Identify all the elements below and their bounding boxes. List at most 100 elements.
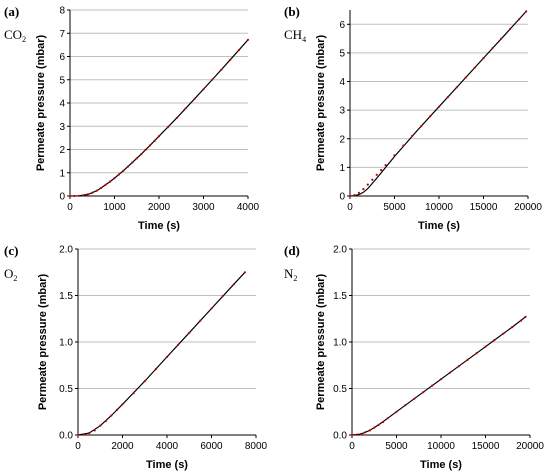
data-point — [448, 371, 451, 374]
data-point — [457, 365, 460, 368]
x-tick-label: 0 — [67, 202, 73, 213]
y-tick-label: 2 — [339, 134, 345, 145]
data-point — [413, 397, 416, 400]
data-point — [484, 345, 487, 348]
x-tick-label: 20000 — [514, 202, 542, 213]
x-tick-label: 5000 — [385, 441, 408, 452]
y-tick-label: 0.0 — [333, 431, 347, 442]
data-point — [153, 139, 156, 142]
data-point — [355, 433, 358, 436]
data-point — [437, 105, 441, 108]
gas-subscript: 2 — [22, 35, 26, 44]
data-point — [348, 194, 352, 198]
y-tick-label: 1 — [339, 163, 345, 174]
data-point — [77, 194, 80, 197]
data-point — [511, 326, 514, 329]
data-point — [86, 193, 89, 196]
data-point — [393, 154, 396, 157]
x-tick-label: 0 — [349, 441, 355, 452]
fit-line — [351, 316, 526, 436]
data-point — [243, 271, 246, 274]
x-tick-label: 15000 — [470, 202, 498, 213]
y-tick-label: 0.5 — [59, 384, 73, 395]
data-point — [104, 183, 107, 186]
data-point — [368, 429, 371, 432]
data-point — [373, 426, 376, 429]
data-point — [110, 414, 113, 417]
data-point — [359, 433, 362, 436]
gas-label: O2 — [4, 266, 17, 283]
data-point — [149, 144, 152, 147]
data-point — [395, 410, 398, 413]
data-point — [220, 68, 223, 71]
data-point — [100, 186, 103, 189]
data-point — [357, 191, 360, 194]
data-point — [93, 429, 96, 432]
y-tick-label: 3 — [59, 122, 65, 133]
y-tick-label: 1.0 — [333, 338, 347, 349]
gas-symbol: CO — [4, 27, 22, 42]
data-point — [109, 180, 112, 183]
gas-subscript: 2 — [293, 274, 297, 283]
x-tick-label: 15000 — [472, 441, 500, 452]
data-point — [420, 125, 423, 128]
data-point — [353, 194, 356, 197]
data-point — [175, 116, 178, 119]
data-point — [422, 391, 425, 394]
data-point — [211, 78, 214, 81]
data-point — [135, 157, 138, 160]
data-point — [199, 319, 202, 322]
x-tick-label: 10000 — [427, 441, 455, 452]
data-point — [431, 384, 434, 387]
data-point — [429, 115, 432, 118]
data-point — [350, 433, 354, 437]
data-point — [68, 194, 72, 198]
y-tick-label: 1 — [59, 168, 65, 179]
data-point — [122, 169, 125, 172]
x-axis-label: Time (s) — [138, 220, 180, 232]
x-tick-label: 0 — [347, 202, 353, 213]
data-point — [229, 58, 232, 61]
data-point — [117, 173, 121, 176]
data-point — [473, 66, 476, 69]
data-point — [76, 433, 80, 437]
y-tick-label: 5 — [59, 75, 65, 86]
panel-letter: (b) — [284, 4, 300, 19]
y-tick-label: 1.0 — [59, 338, 73, 349]
y-tick-label: 8 — [59, 6, 65, 17]
y-tick-label: 0 — [339, 192, 345, 203]
data-point — [493, 339, 496, 342]
gas-symbol: N — [284, 266, 294, 281]
data-point — [446, 95, 449, 99]
data-point — [502, 332, 505, 335]
y-tick-label: 7 — [59, 29, 65, 40]
data-point — [91, 191, 94, 194]
x-axis-label: Time (s) — [420, 459, 462, 471]
data-point — [375, 173, 378, 176]
data-point — [402, 144, 405, 147]
gas-symbol: CH — [284, 27, 302, 42]
data-point — [99, 424, 102, 427]
data-point — [371, 178, 374, 181]
chart-panel: 0.0 0.5 1.0 1.5 2.0 0 5000 10000 15000 20000 (d) N2… — [284, 243, 544, 471]
data-point — [221, 295, 224, 298]
data-point — [520, 319, 523, 322]
x-tick-label: 3000 — [192, 202, 215, 213]
data-point — [82, 433, 85, 436]
data-point — [188, 331, 191, 334]
data-point — [238, 48, 241, 52]
data-point — [115, 408, 118, 411]
panel-letter: (a) — [4, 4, 19, 19]
y-tick-label: 4 — [59, 99, 65, 110]
data-point — [475, 352, 478, 355]
y-axis-label: Permeate pressure (mbar) — [35, 34, 47, 171]
y-tick-label: 5 — [339, 48, 345, 59]
y-tick-label: 1.5 — [59, 291, 73, 302]
data-point — [73, 194, 76, 198]
data-point — [386, 417, 389, 420]
y-axis-label: Permeate pressure (mbar) — [315, 273, 327, 410]
data-point — [104, 420, 107, 423]
y-axis-label: Permeate pressure (mbar) — [315, 34, 327, 171]
x-tick-label: 4000 — [237, 202, 260, 213]
